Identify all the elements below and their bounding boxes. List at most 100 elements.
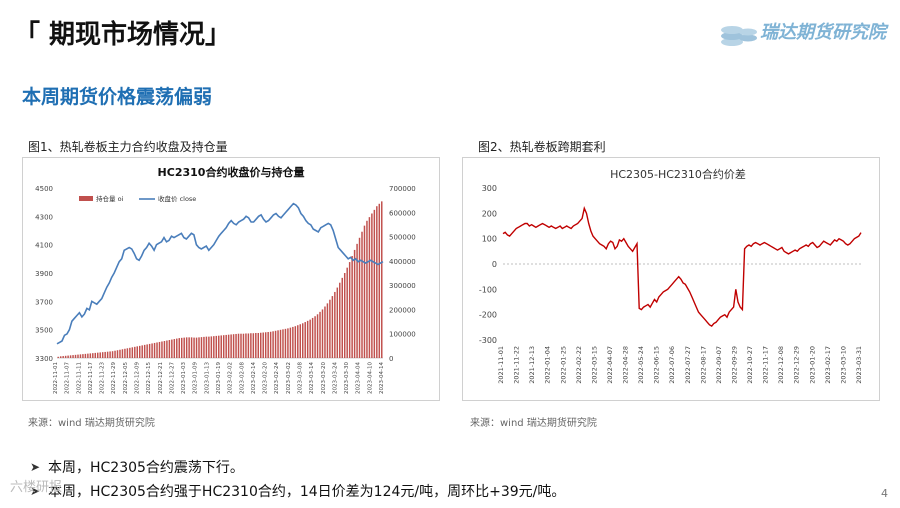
- page-title: 「 期现市场情况」: [14, 20, 232, 50]
- chart1-oi-bar: [200, 337, 203, 358]
- chart1-oi-bar: [92, 353, 94, 358]
- chart1-x-tick: 2022-11-07: [65, 362, 71, 394]
- chart2-x-tick: 2022-12-08: [777, 346, 785, 384]
- chart1-oi-bar: [242, 333, 245, 358]
- chart1-oi-bar: [289, 327, 292, 358]
- chart2-x-tick: 2022-09-29: [730, 346, 738, 384]
- chart1-oi-bar: [72, 355, 74, 358]
- chart2-spread-line: [502, 206, 862, 328]
- chart1-oi-bar: [225, 334, 227, 358]
- chart1-x-tick: 2022-12-21: [158, 362, 164, 394]
- chart1-oi-bar: [267, 332, 269, 358]
- figure1-box: HC2310合约收盘价与持仓量 3300 3500 3700 3900 4100 4300 4…: [22, 157, 440, 401]
- coin-stack-icon: [721, 26, 757, 46]
- chart1-oi-bar: [138, 345, 141, 358]
- chart1-oi-bar: [363, 225, 366, 358]
- chart1-x-tick: 2023-02-08: [239, 362, 245, 394]
- chart1-oi-bar: [114, 350, 116, 358]
- chart1-oi-bar: [136, 346, 139, 358]
- bullet-text: 本周，HC2305合约强于HC2310合约，14日价差为124元/吨，周环比+3…: [48, 484, 566, 500]
- chart1-oi-bar: [287, 328, 289, 358]
- chart1-oi-bar: [316, 314, 319, 358]
- chart1-oi-bar: [77, 354, 79, 358]
- figure1-source: 来源：wind 瑞达期货研究院: [28, 418, 155, 429]
- chart1-y-left-tick: 4100: [35, 242, 53, 250]
- chart1-oi-bar: [240, 333, 242, 358]
- chart1-oi-bar: [334, 291, 336, 358]
- chart1-oi-bar: [230, 334, 232, 358]
- chart1-x-tick: 2022-11-17: [88, 362, 94, 394]
- chart1-oi-bar: [104, 351, 106, 358]
- chart1-oi-bar: [279, 329, 282, 358]
- chart1-oi-bar: [173, 339, 176, 358]
- chart1-oi-bar: [277, 330, 279, 358]
- chart1-oi-bar: [373, 209, 376, 358]
- chart1-oi-bar: [366, 220, 368, 358]
- chart1-oi-bar: [129, 347, 131, 358]
- chart1-oi-bar: [346, 267, 348, 358]
- summary-bullets: ➤ 本周，HC2305合约震荡下行。 ➤ 本周，HC2305合约强于HC2310…: [30, 455, 565, 503]
- chart1-y-right-tick: 0: [389, 355, 393, 363]
- chart2-x-tick: 2023-01-20: [808, 346, 816, 384]
- chart1-oi-bar: [326, 303, 329, 358]
- chart1-y-right-tick: 200000: [389, 306, 416, 314]
- chart1-oi-bar: [146, 344, 148, 358]
- chart1-oi-bar: [376, 206, 378, 358]
- chart1-oi-bar: [161, 341, 163, 358]
- page-number: 4: [881, 487, 888, 500]
- chart1-oi-bar: [158, 341, 161, 358]
- chart2-x-tick: 2022-06-15: [653, 346, 661, 384]
- chart1-oi-bar: [353, 249, 356, 358]
- chart1-oi-bar: [227, 334, 230, 358]
- chart2-x-tick: 2021-11-22: [513, 346, 521, 384]
- chart1-oi-bar: [203, 336, 205, 358]
- chart1-oi-bar: [260, 332, 262, 358]
- chart1-oi-bar: [264, 332, 267, 358]
- chart1-oi-bar: [292, 326, 294, 358]
- chart1-oi-bar: [348, 262, 351, 358]
- chart1-oi-bar: [351, 256, 353, 358]
- chart2-x-tick: 2022-04-28: [622, 346, 630, 384]
- chart1-x-tick: 2022-12-05: [123, 362, 129, 394]
- chart1-oi-bar: [301, 323, 304, 358]
- chart1-oi-bar: [306, 320, 309, 358]
- chart1-x-tick: 2022-11-23: [100, 362, 106, 394]
- chart1-oi-bar: [106, 351, 109, 358]
- spread-chart: HC2305-HC2310合约价差 -300 -200 -100 0 100 200 300 2…: [479, 167, 863, 384]
- chart1-oi-bar: [59, 356, 62, 358]
- chart2-y-tick: -200: [479, 311, 497, 320]
- chart1-oi-bar: [141, 345, 143, 358]
- chart1-x-tick: 2023-02-20: [263, 362, 269, 394]
- chart1-x-tick: 2023-03-02: [286, 362, 292, 394]
- chart1-oi-bar: [185, 337, 188, 358]
- chart1-oi-bar: [171, 339, 173, 358]
- chart1-oi-bar: [368, 217, 371, 358]
- chart1-oi-bar: [180, 337, 183, 358]
- chart1-oi-bar: [153, 342, 156, 358]
- chart1-x-tick: 2023-02-02: [228, 362, 234, 394]
- chart1-oi-bar: [57, 356, 59, 358]
- figure2-caption: 图2、热轧卷板跨期套利: [478, 140, 606, 154]
- chart1-oi-bar: [343, 273, 346, 358]
- chart2-y-tick: 200: [482, 209, 497, 218]
- chart2-y-tick: 300: [482, 184, 497, 193]
- chart1-oi-bar: [67, 355, 69, 358]
- company-logo: [721, 26, 757, 46]
- chart1-oi-bar: [119, 349, 121, 358]
- chart2-title: HC2305-HC2310合约价差: [610, 167, 746, 181]
- chart1-oi-bar: [94, 352, 97, 358]
- chart2-x-tick: 2023-03-10: [839, 346, 847, 384]
- figure2-box: HC2305-HC2310合约价差 -300 -200 -100 0 100 200 300 2…: [462, 157, 880, 401]
- chart1-oi-bar: [341, 277, 343, 358]
- chart1-oi-bar: [361, 231, 363, 358]
- chart1-oi-bar: [87, 353, 89, 358]
- chart1-oi-bar: [282, 329, 284, 358]
- chart1-oi-bar: [247, 333, 250, 358]
- chart1-oi-bar: [319, 311, 321, 358]
- chart1-y-right-tick: 600000: [389, 209, 416, 217]
- chart1-oi-bar: [250, 333, 252, 358]
- chart1-y-right-tick: 400000: [389, 258, 416, 266]
- chart1-oi-bar: [235, 333, 237, 358]
- chart1-oi-bar: [294, 326, 297, 358]
- chart1-oi-bar: [324, 306, 326, 358]
